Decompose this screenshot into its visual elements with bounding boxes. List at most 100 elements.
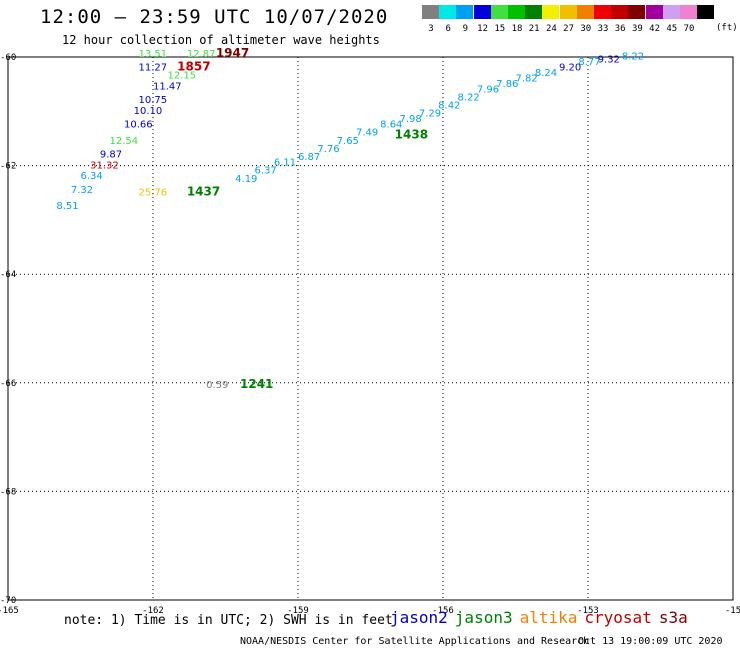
scale-label: 70: [683, 24, 695, 34]
wave-height-label: 7.98: [400, 114, 422, 125]
wave-height-label: 25.76: [139, 187, 168, 198]
wave-height-label: 4.19: [235, 174, 257, 185]
scale-swatch: [542, 5, 560, 19]
scale-swatch: [662, 5, 680, 19]
page-subtitle: 12 hour collection of altimeter wave hei…: [62, 33, 380, 47]
footer-timestamp: Oct 13 19:00:09 UTC 2020: [578, 636, 723, 647]
wave-height-label: 7.86: [496, 79, 518, 90]
wave-height-label: 31.32: [90, 160, 119, 171]
scale-swatch: [697, 5, 715, 19]
wave-height-label: 8.51: [56, 201, 78, 212]
wave-height-label: 7.96: [477, 84, 499, 95]
wave-height-label: 6.34: [81, 171, 103, 182]
footer-credit: NOAA/NESDIS Center for Satellite Applica…: [240, 636, 590, 647]
satellite-s3a: s3a: [658, 608, 688, 627]
scale-label: 9: [462, 24, 469, 34]
satellite-jason2: jason2: [390, 608, 448, 627]
wave-height-label: 7.49: [356, 128, 378, 139]
scale-unit: (ft): [716, 23, 738, 33]
scale-swatch: [456, 5, 474, 19]
wave-height-label: 0.59: [206, 380, 228, 391]
y-tick-label: -66: [0, 379, 16, 389]
x-tick-label: -165: [0, 606, 19, 616]
wave-height-label: 6.87: [298, 152, 320, 163]
wave-height-label: 7.76: [317, 144, 339, 155]
wave-height-label: 12.15: [168, 71, 197, 82]
wave-height-label: 10.10: [134, 106, 163, 117]
wave-height-label: 11.27: [139, 63, 168, 74]
x-tick-label: -156: [432, 606, 454, 616]
x-tick-label: -15: [725, 606, 740, 616]
wave-height-label: 8.64: [380, 120, 402, 131]
wave-height-label: 12.87: [187, 49, 216, 60]
pass-time-label: 1857: [177, 60, 210, 74]
scale-label: 18: [511, 24, 523, 34]
satellite-jason3: jason3: [454, 608, 513, 627]
y-tick-label: -70: [0, 596, 16, 606]
wave-height-label: 11.47: [153, 82, 182, 93]
y-tick-label: -64: [0, 270, 16, 280]
wave-height-label: 9.32: [598, 54, 620, 65]
wave-height-label: 9.87: [100, 149, 122, 160]
wave-height-label: 13.51: [139, 49, 168, 60]
wave-height-label: 7.32: [71, 185, 93, 196]
wave-height-label: 8.24: [535, 68, 557, 79]
scale-swatch: [576, 5, 594, 19]
scale-swatch: [680, 5, 697, 19]
scale-swatch: [525, 5, 543, 19]
scale-label: 15: [494, 24, 506, 34]
scale-label: 36: [614, 24, 626, 34]
scale-label: 24: [545, 24, 557, 34]
wave-height-label: 12.54: [110, 136, 139, 147]
wave-height-label: 10.66: [124, 120, 153, 131]
scale-label: 21: [528, 24, 540, 34]
scale-label: 42: [649, 24, 661, 34]
scale-swatch: [594, 5, 611, 19]
x-tick-label: -162: [142, 606, 164, 616]
scale-swatch: [490, 5, 508, 19]
x-tick-label: -153: [577, 606, 599, 616]
scale-swatch: [439, 5, 457, 19]
scale-label: 12: [477, 24, 489, 34]
wave-height-label: 10.75: [139, 95, 168, 106]
wave-height-label: 7.82: [516, 73, 538, 84]
wave-height-label: 6.37: [255, 166, 277, 177]
scale-label: 33: [597, 24, 609, 34]
scale-swatch: [559, 5, 577, 19]
satellite-legend: jason2 jason3 altika cryosat s3a: [390, 608, 695, 627]
scale-swatch: [645, 5, 663, 19]
wave-height-label: 8.22: [458, 92, 480, 103]
wave-height-label: 9.20: [559, 63, 581, 74]
scale-label: 39: [631, 24, 643, 34]
scale-swatch: [508, 5, 525, 19]
scale-label: 30: [580, 24, 592, 34]
x-tick-label: -159: [287, 606, 309, 616]
wave-height-label: 7.65: [337, 136, 359, 147]
pass-time-label: 1241: [240, 377, 273, 391]
satellite-altika: altika: [519, 608, 578, 627]
pass-time-label: 1947: [216, 46, 249, 60]
plot-frame: [7, 56, 734, 601]
scale-swatch: [473, 5, 491, 19]
wave-height-label: 8.77: [578, 57, 600, 68]
scale-swatch: [422, 5, 439, 19]
pass-time-label: 1438: [395, 127, 428, 141]
scale-swatch: [628, 5, 646, 19]
scale-label: 6: [445, 24, 451, 34]
y-tick-label: -62: [0, 162, 16, 172]
scale-label: 45: [666, 24, 678, 34]
satellite-cryosat: cryosat: [584, 608, 652, 627]
scale-swatch: [611, 5, 629, 19]
wave-height-label: 7.29: [419, 109, 441, 120]
page-title: 12:00 – 23:59 UTC 10/07/2020: [40, 6, 389, 28]
wave-height-label: 8.42: [438, 101, 460, 112]
footer-note: note: 1) Time is in UTC; 2) SWH is in fe…: [64, 613, 393, 628]
scale-label: 27: [563, 24, 575, 34]
y-tick-label: -68: [0, 487, 16, 497]
wave-height-label: 6.11: [274, 158, 296, 169]
pass-time-label: 1437: [187, 184, 220, 198]
y-tick-label: -60: [0, 53, 16, 63]
scale-label: 3: [428, 24, 434, 34]
wave-height-label: 8.22: [622, 52, 644, 63]
